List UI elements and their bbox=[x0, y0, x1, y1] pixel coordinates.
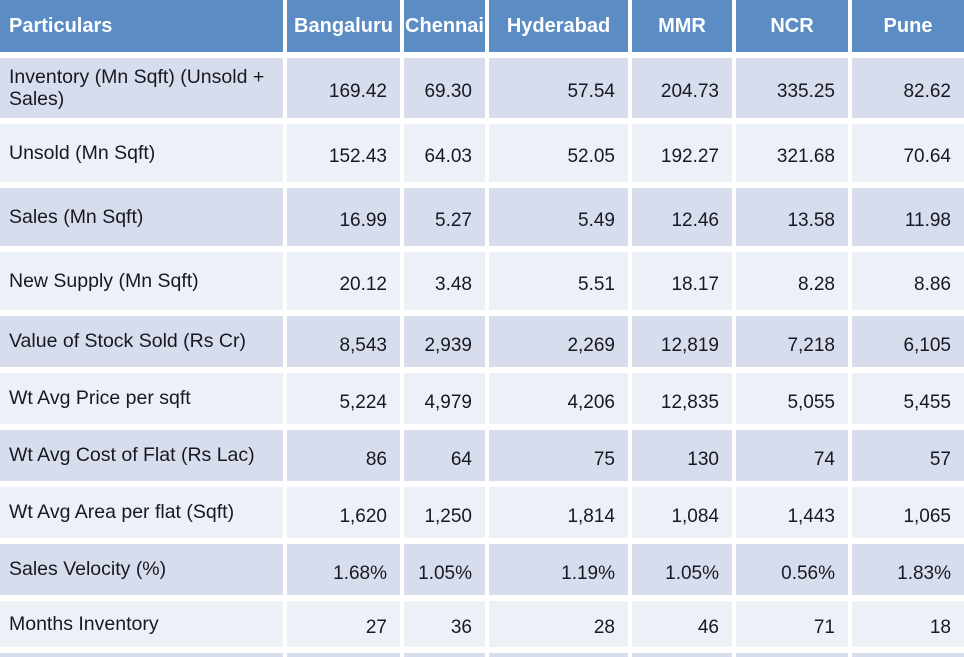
value-cell: 18 bbox=[852, 601, 964, 647]
header-cell-mmr: MMR bbox=[632, 0, 732, 52]
value-cell: 86 bbox=[287, 430, 400, 481]
header-cell-bangaluru: Bangaluru bbox=[287, 0, 400, 52]
value-cell: 71 bbox=[736, 601, 848, 647]
value-cell: 64 bbox=[404, 430, 485, 481]
row-label-wt-avg-cost: Wt Avg Cost of Flat (Rs Lac) bbox=[0, 430, 283, 481]
value-cell: 18.17 bbox=[632, 252, 732, 310]
value-cell: 1,814 bbox=[489, 487, 628, 538]
clipped-row-cell bbox=[852, 653, 964, 657]
value-cell: 5,055 bbox=[736, 373, 848, 424]
clipped-row-cell bbox=[287, 653, 400, 657]
value-cell: 75 bbox=[489, 430, 628, 481]
row-label-inventory: Inventory (Mn Sqft) (Unsold + Sales) bbox=[0, 58, 283, 118]
value-cell: 36 bbox=[404, 601, 485, 647]
row-label-months-inventory: Months Inventory bbox=[0, 601, 283, 647]
value-cell: 69.30 bbox=[404, 58, 485, 118]
header-cell-ncr: NCR bbox=[736, 0, 848, 52]
value-cell: 1,065 bbox=[852, 487, 964, 538]
value-cell: 0.56% bbox=[736, 544, 848, 595]
value-cell: 6,105 bbox=[852, 316, 964, 367]
value-cell: 8.86 bbox=[852, 252, 964, 310]
value-cell: 8.28 bbox=[736, 252, 848, 310]
value-cell: 57.54 bbox=[489, 58, 628, 118]
value-cell: 3.48 bbox=[404, 252, 485, 310]
value-cell: 4,979 bbox=[404, 373, 485, 424]
row-label-wt-avg-price: Wt Avg Price per sqft bbox=[0, 373, 283, 424]
value-cell: 152.43 bbox=[287, 124, 400, 182]
header-cell-pune: Pune bbox=[852, 0, 964, 52]
value-cell: 13.58 bbox=[736, 188, 848, 246]
value-cell: 28 bbox=[489, 601, 628, 647]
value-cell: 5,455 bbox=[852, 373, 964, 424]
value-cell: 12.46 bbox=[632, 188, 732, 246]
row-label-unsold: Unsold (Mn Sqft) bbox=[0, 124, 283, 182]
value-cell: 1,620 bbox=[287, 487, 400, 538]
value-cell: 130 bbox=[632, 430, 732, 481]
row-label-new-supply: New Supply (Mn Sqft) bbox=[0, 252, 283, 310]
clipped-row-cell bbox=[632, 653, 732, 657]
value-cell: 2,939 bbox=[404, 316, 485, 367]
value-cell: 1.83% bbox=[852, 544, 964, 595]
value-cell: 5.49 bbox=[489, 188, 628, 246]
value-cell: 82.62 bbox=[852, 58, 964, 118]
value-cell: 169.42 bbox=[287, 58, 400, 118]
value-cell: 192.27 bbox=[632, 124, 732, 182]
value-cell: 1.68% bbox=[287, 544, 400, 595]
header-cell-chennai: Chennai bbox=[404, 0, 485, 52]
value-cell: 12,819 bbox=[632, 316, 732, 367]
header-cell-hyderabad: Hyderabad bbox=[489, 0, 628, 52]
value-cell: 57 bbox=[852, 430, 964, 481]
value-cell: 5,224 bbox=[287, 373, 400, 424]
value-cell: 1.05% bbox=[404, 544, 485, 595]
value-cell: 4,206 bbox=[489, 373, 628, 424]
value-cell: 16.99 bbox=[287, 188, 400, 246]
value-cell: 335.25 bbox=[736, 58, 848, 118]
value-cell: 5.51 bbox=[489, 252, 628, 310]
row-label-value-of-stock-sold: Value of Stock Sold (Rs Cr) bbox=[0, 316, 283, 367]
value-cell: 1,443 bbox=[736, 487, 848, 538]
value-cell: 11.98 bbox=[852, 188, 964, 246]
value-cell: 64.03 bbox=[404, 124, 485, 182]
row-label-wt-avg-area: Wt Avg Area per flat (Sqft) bbox=[0, 487, 283, 538]
clipped-row-cell bbox=[0, 653, 283, 657]
value-cell: 1,084 bbox=[632, 487, 732, 538]
value-cell: 321.68 bbox=[736, 124, 848, 182]
value-cell: 7,218 bbox=[736, 316, 848, 367]
value-cell: 12,835 bbox=[632, 373, 732, 424]
clipped-row-cell bbox=[489, 653, 628, 657]
clipped-row-cell bbox=[736, 653, 848, 657]
value-cell: 204.73 bbox=[632, 58, 732, 118]
header-cell-particulars: Particulars bbox=[0, 0, 283, 52]
row-label-sales-velocity: Sales Velocity (%) bbox=[0, 544, 283, 595]
value-cell: 1.05% bbox=[632, 544, 732, 595]
value-cell: 46 bbox=[632, 601, 732, 647]
value-cell: 70.64 bbox=[852, 124, 964, 182]
value-cell: 74 bbox=[736, 430, 848, 481]
value-cell: 1,250 bbox=[404, 487, 485, 538]
value-cell: 20.12 bbox=[287, 252, 400, 310]
value-cell: 52.05 bbox=[489, 124, 628, 182]
value-cell: 2,269 bbox=[489, 316, 628, 367]
clipped-row-cell bbox=[404, 653, 485, 657]
row-label-sales: Sales (Mn Sqft) bbox=[0, 188, 283, 246]
value-cell: 8,543 bbox=[287, 316, 400, 367]
value-cell: 5.27 bbox=[404, 188, 485, 246]
value-cell: 1.19% bbox=[489, 544, 628, 595]
value-cell: 27 bbox=[287, 601, 400, 647]
